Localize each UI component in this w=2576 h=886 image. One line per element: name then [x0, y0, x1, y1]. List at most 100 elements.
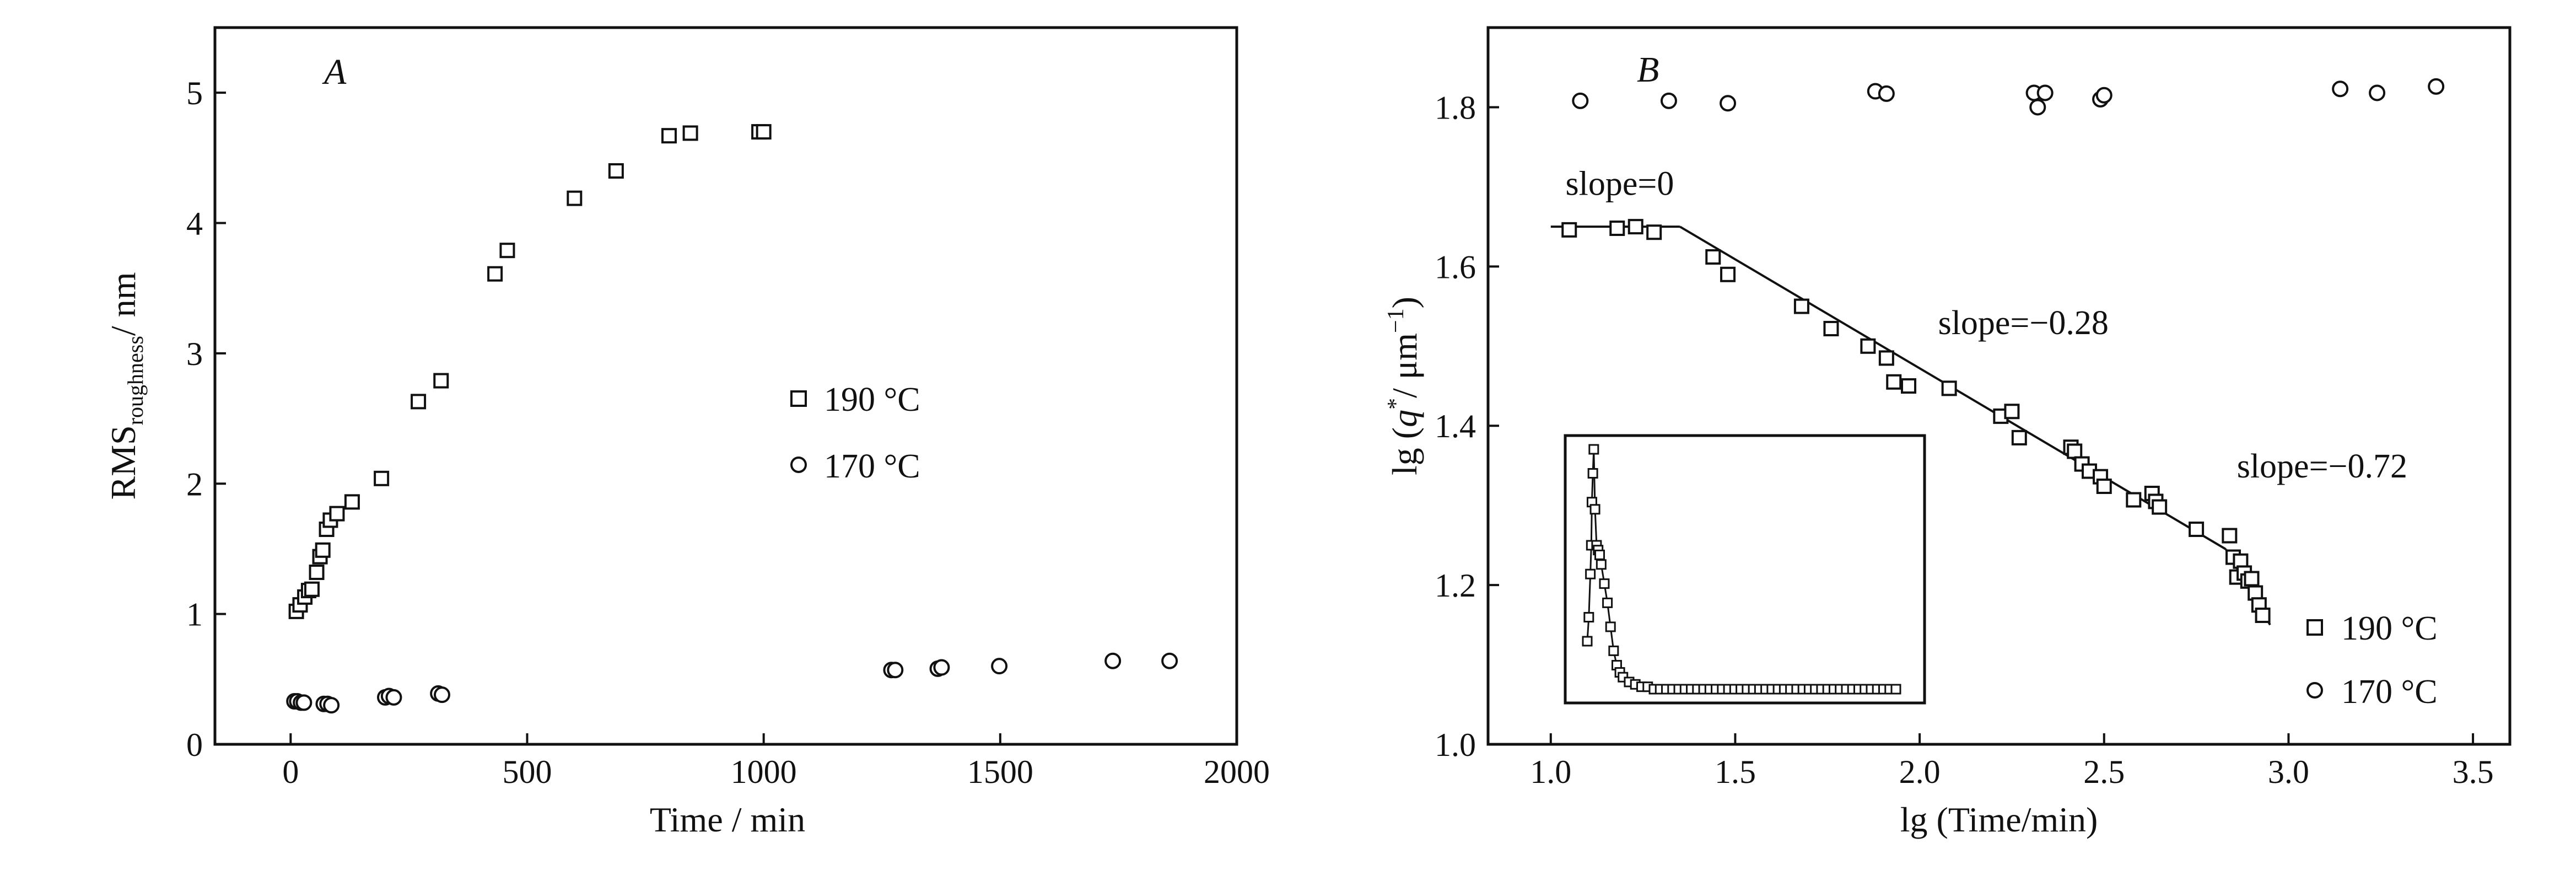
panel-a-x-tick-label: 2000: [1204, 754, 1270, 790]
panel-b-inset-point: [1890, 684, 1901, 695]
panel-b-x-ticks: 1.0 1.5 2.0 2.5 3.0 3.5: [1530, 733, 2494, 790]
panel-b-point-190: [2096, 479, 2112, 494]
panel-b-point-190: [2152, 499, 2168, 515]
panel-b-point-190: [1561, 222, 1577, 238]
panel-b-y-tick-label: 1.6: [1435, 249, 1476, 285]
panel-b-legend-190: 190 °C: [2341, 610, 2438, 647]
panel-b-point-190: [1886, 374, 1902, 390]
panel-b-inset-point: [1589, 504, 1600, 515]
panel-a-point-190: [329, 506, 345, 522]
panel-a-y-tick-label: 0: [186, 727, 203, 763]
panel-b-x-tick-label: 2.5: [2083, 754, 2125, 790]
panel-a-legend: 190 °C 170 °C: [790, 381, 920, 485]
panel-b-legend: 190 °C 170 °C: [2306, 610, 2438, 711]
panel-b-y-tick-label: 1.2: [1435, 567, 1476, 604]
panel-a-points: [286, 124, 1178, 714]
panel-a-point-190: [374, 470, 390, 486]
panel-b-point-190: [1627, 219, 1643, 235]
panel-a-x-tick-label: 500: [503, 754, 552, 790]
panel-b-inset-point: [1582, 636, 1593, 647]
panel-b-y-label-unit: / μm: [1385, 333, 1424, 398]
panel-b-slope-annotation: slope=0: [1566, 165, 1674, 202]
panel-b-inset-point: [1588, 444, 1599, 455]
panel-b-y-label-prefix: lg (: [1385, 427, 1424, 475]
panel-b-point-170: [1660, 92, 1677, 109]
panel-b-x-tick-label: 2.0: [1899, 754, 1941, 790]
panel-a-y-axis-label: RMSroughness/ nm: [104, 272, 148, 500]
panel-a-point-190: [756, 124, 772, 140]
panel-a-point-170: [991, 658, 1008, 675]
panel-b-inset-frame: [1564, 434, 1926, 705]
panel-b-inset-point: [1602, 597, 1613, 608]
panel-a-point-190: [487, 266, 503, 282]
panel-a-y-label-main: RMS: [104, 425, 143, 500]
panel-b-x-axis-label: lg (Time/min): [1900, 800, 2098, 839]
panel-a-point-190: [661, 128, 677, 144]
panel-b-inset: [1564, 434, 1926, 705]
panel-a-y-tick-label: 1: [186, 597, 203, 633]
panel-a-point-190: [567, 190, 583, 206]
panel-a-x-ticks: 0 500 1000 1500 2000: [282, 733, 1270, 790]
panel-b-point-190: [1823, 321, 1839, 336]
panel-b-point-190: [2004, 404, 2020, 420]
panel-a-y-tick-label: 3: [186, 336, 203, 372]
panel-a-point-190: [315, 542, 331, 558]
panel-b-y-tick-label: 1.4: [1435, 408, 1476, 444]
panel-b-x-tick-label: 1.5: [1715, 754, 1756, 790]
panel-b-y-tick-label: 1.0: [1435, 727, 1476, 763]
panel-a-x-tick-label: 0: [282, 754, 299, 790]
panel-b-x-tick-label: 3.5: [2453, 754, 2494, 790]
panel-a-point-170: [323, 697, 340, 714]
panel-a-y-label-unit: / nm: [104, 272, 143, 336]
panel-b-y-label-q: q: [1385, 410, 1424, 427]
panel-b-inset-point: [1587, 468, 1598, 479]
panel-b-x-tick-label: 3.0: [2268, 754, 2309, 790]
panel-b-inset-point: [1583, 612, 1594, 622]
panel-b-chart: B 1.0 1.5 2.0 2.5 3.0 3.5 1.0 1.2 1.4 1.6 1.8 slo…: [1383, 26, 2512, 839]
panel-b-point-190: [2244, 571, 2260, 587]
panel-b-point-170: [2095, 87, 2112, 104]
panel-b-point-170: [2029, 99, 2046, 116]
panel-b-y-tick-label: 1.8: [1435, 89, 1476, 126]
panel-b-inset-point: [1596, 559, 1607, 570]
panel-b-y-label-close: ): [1385, 297, 1424, 308]
panel-b-inset-points: [1582, 444, 1901, 695]
panel-b-point-170: [2036, 84, 2054, 101]
panel-a-legend-square-marker: [790, 390, 807, 407]
panel-b-inset-point: [1585, 568, 1596, 579]
panel-b-legend-170: 170 °C: [2341, 673, 2438, 711]
panel-a-chart: A 0 500 1000 1500 2000 0 1 2 3 4 5 Time / min RMS…: [104, 26, 1270, 839]
panel-a-y-tick-label: 5: [186, 75, 203, 111]
panel-b-point-190: [1646, 224, 1662, 240]
panel-b-frame: [1486, 26, 2512, 746]
panel-a-point-190: [304, 581, 320, 597]
panel-b-slope-annotation: slope=−0.28: [1938, 304, 2109, 342]
panel-a-y-ticks: 0 1 2 3 4 5: [186, 75, 226, 763]
panel-a-point-170: [385, 689, 402, 706]
panel-a-y-tick-label: 4: [186, 206, 203, 242]
panel-b-y-axis-label: lg (q*/ μm−1): [1383, 297, 1424, 475]
panel-b-legend-circle-marker: [2306, 682, 2323, 699]
panel-b-annotations: slope=0 slope=−0.28 slope=−0.72: [1566, 165, 2407, 485]
panel-a-y-tick-label: 2: [186, 466, 203, 502]
panel-b-point-170: [1572, 92, 1589, 109]
panel-b-point-190: [1878, 350, 1894, 366]
panel-b-point-190: [2011, 429, 2027, 445]
panel-b-point-190: [2255, 608, 2271, 623]
panel-a-point-170: [434, 686, 450, 704]
panel-b-inset-point: [1608, 645, 1619, 656]
panel-b-point-170: [1720, 95, 1737, 112]
panel-a-legend-190: 190 °C: [824, 381, 920, 418]
panel-a-x-tick-label: 1000: [731, 754, 797, 790]
panel-a-x-axis-label: Time / min: [650, 800, 805, 839]
panel-a-point-190: [433, 373, 449, 389]
panel-b-slope-annotation: slope=−0.72: [2237, 448, 2407, 485]
panel-a-y-label-sub: roughness: [123, 336, 148, 425]
panel-b-label: B: [1637, 50, 1659, 90]
panel-b-x-tick-label: 1.0: [1530, 754, 1571, 790]
panel-a-legend-170: 170 °C: [824, 448, 920, 485]
panel-b-y-ticks: 1.0 1.2 1.4 1.6 1.8: [1435, 89, 1499, 763]
panel-b-point-170: [2428, 78, 2445, 95]
panel-b-point-190: [1860, 338, 1876, 354]
